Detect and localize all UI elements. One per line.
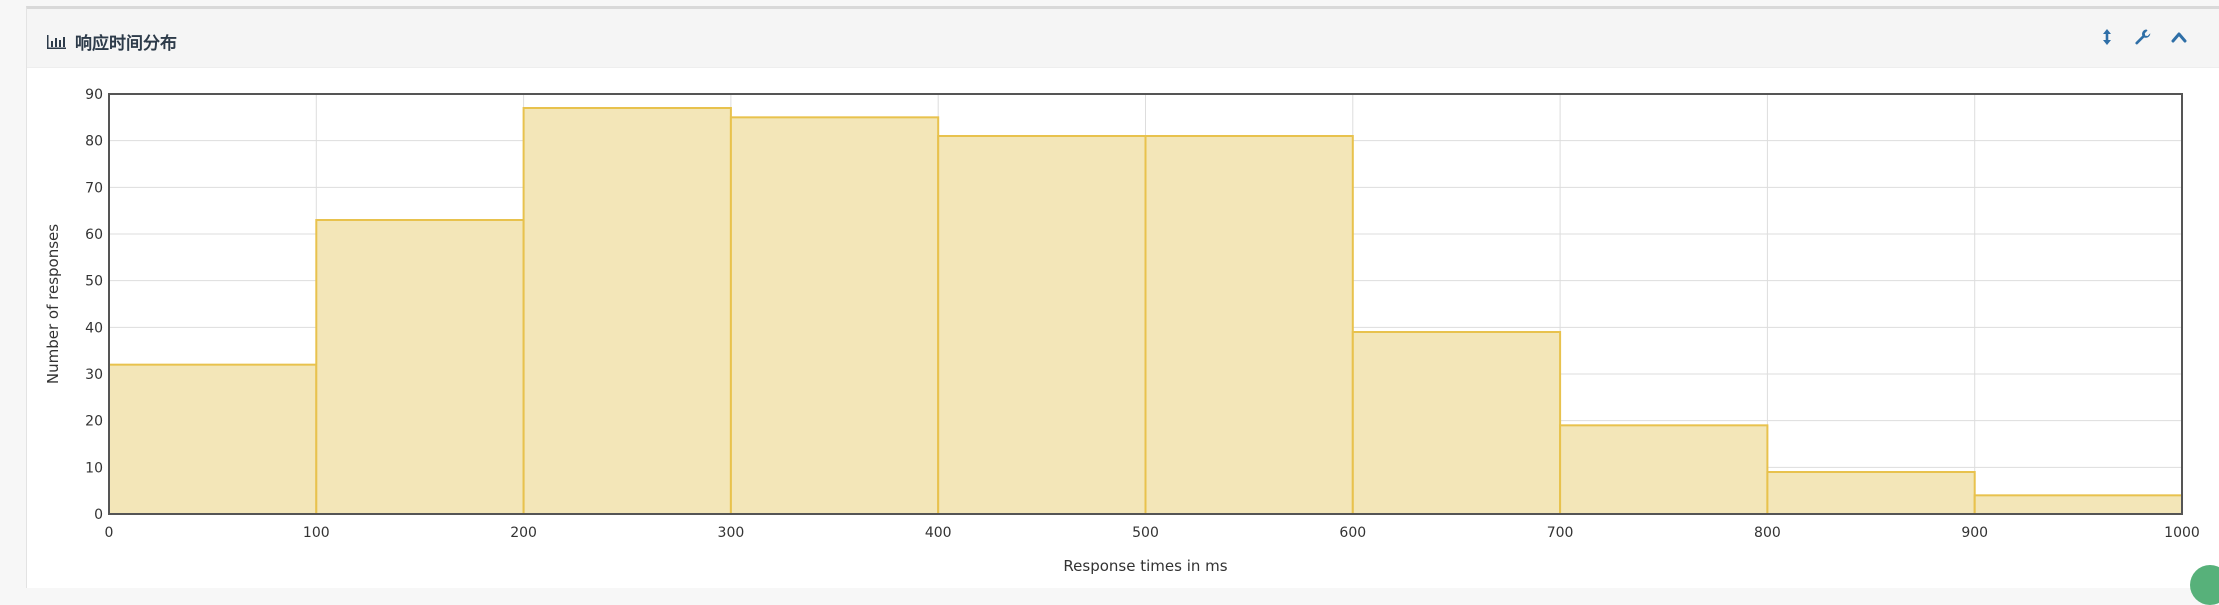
- panel-tools: [2097, 27, 2189, 47]
- bar-chart-icon: [47, 34, 66, 49]
- panel-header: 响应时间分布: [27, 9, 2219, 68]
- panel-title-group: 响应时间分布: [46, 29, 177, 54]
- floating-action-button[interactable]: [2190, 565, 2219, 605]
- response-time-panel: 响应时间分布: [26, 6, 2219, 588]
- resize-vertical-icon[interactable]: [2097, 27, 2117, 47]
- page-title: 响应时间分布: [75, 34, 177, 54]
- chevron-up-icon[interactable]: [2169, 27, 2189, 47]
- wrench-icon[interactable]: [2133, 27, 2153, 47]
